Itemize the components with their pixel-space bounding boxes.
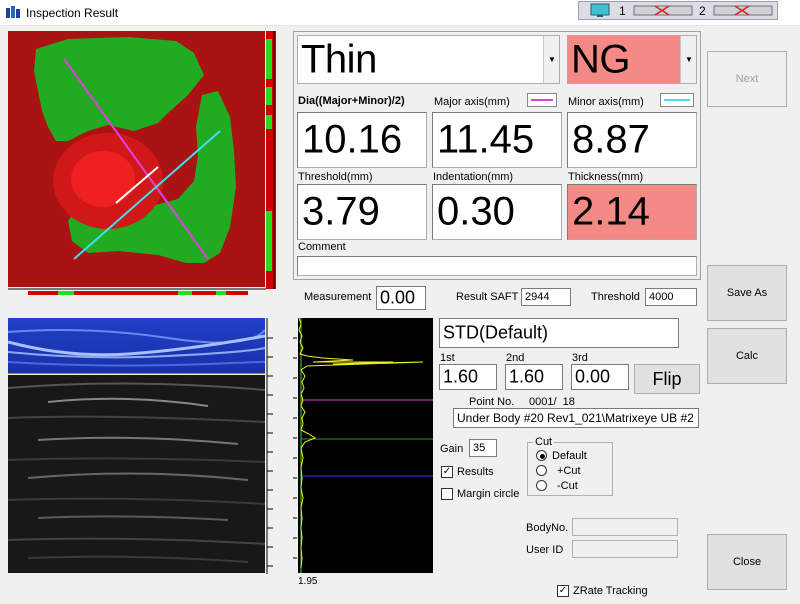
dia-field: 10.16: [297, 112, 427, 168]
chevron-down-icon[interactable]: ▼: [680, 36, 696, 83]
profile-value: STD(Default): [443, 322, 549, 343]
second-echo-value: 1.60: [509, 366, 545, 387]
results-label: Results: [457, 466, 494, 478]
category-select[interactable]: Thin ▼: [297, 35, 560, 84]
minor-axis-value: 8.87: [572, 117, 650, 162]
window-title: Inspection Result: [26, 6, 119, 20]
user-id-label: User ID: [526, 544, 564, 556]
measurement-value: 0.00: [380, 287, 416, 308]
point-path-field: Under Body #20 Rev1_021\Matrixeye UB #2: [453, 408, 699, 428]
cscan-horizontal-scale: [8, 288, 266, 295]
threshold-mm-label: Threshold(mm): [298, 171, 373, 183]
cut-group: [527, 442, 613, 496]
cut-default-radio[interactable]: [536, 450, 547, 461]
threshold-value: 4000: [649, 291, 674, 303]
cut-default-label: Default: [552, 450, 587, 462]
margin-circle-label: Margin circle: [457, 488, 520, 500]
cscan-image[interactable]: [8, 31, 265, 287]
cut-group-title: Cut: [533, 436, 555, 448]
threshold-label: Threshold: [591, 291, 640, 303]
first-echo-input[interactable]: 1.60: [439, 364, 497, 390]
channel-toolbar[interactable]: 1 2: [578, 1, 778, 20]
bscan-depth-scale: [266, 318, 273, 574]
point-path-value: Under Body #20 Rev1_021\Matrixeye UB #2: [457, 411, 694, 425]
channel-1-disabled-icon[interactable]: [633, 4, 693, 17]
second-echo-input[interactable]: 1.60: [505, 364, 563, 390]
result-saft-value: 2944: [525, 291, 550, 303]
results-checkbox[interactable]: ✓: [441, 466, 453, 478]
gain-input[interactable]: 35: [469, 439, 497, 457]
calc-button[interactable]: Calc: [707, 328, 787, 384]
first-echo-label: 1st: [440, 352, 455, 364]
body-no-field: [572, 518, 678, 536]
indentation-field: 0.30: [432, 184, 562, 240]
close-button[interactable]: Close: [707, 534, 787, 590]
channel-1-label: 1: [619, 4, 626, 18]
indentation-label: Indentation(mm): [433, 171, 514, 183]
app-icon: [6, 6, 20, 18]
signal-scale-label: 1.95: [298, 576, 318, 587]
thickness-label: Thickness(mm): [568, 171, 644, 183]
cut-minus-radio[interactable]: [536, 480, 547, 491]
thickness-value: 2.14: [572, 189, 650, 234]
cut-plus-radio[interactable]: [536, 465, 547, 476]
zrate-tracking-checkbox[interactable]: ✓: [557, 585, 569, 597]
dia-value: 10.16: [302, 117, 403, 162]
threshold-field: 4000: [645, 288, 697, 306]
channel-2-label: 2: [699, 4, 706, 18]
judgement-select[interactable]: NG ▼: [567, 35, 697, 84]
zrate-tracking-label: ZRate Tracking: [573, 585, 648, 597]
point-no-label: Point No.: [469, 396, 515, 408]
indentation-value: 0.30: [437, 189, 515, 234]
threshold-mm-field: 3.79: [297, 184, 427, 240]
category-value: Thin: [301, 37, 377, 81]
second-echo-label: 2nd: [506, 352, 525, 364]
result-saft-field: 2944: [521, 288, 571, 306]
first-echo-value: 1.60: [443, 366, 479, 387]
minor-axis-field: 8.87: [567, 112, 697, 168]
major-axis-value: 11.45: [437, 117, 535, 162]
flip-button[interactable]: Flip: [634, 364, 700, 394]
third-echo-input[interactable]: 0.00: [571, 364, 629, 390]
dia-label: Dia((Major+Minor)/2): [298, 95, 405, 107]
thickness-field: 2.14: [567, 184, 697, 240]
chevron-down-icon[interactable]: ▼: [543, 36, 559, 83]
margin-circle-checkbox[interactable]: [441, 488, 453, 500]
body-no-label: BodyNo.: [526, 522, 569, 534]
cut-plus-label: +Cut: [557, 465, 581, 477]
measurement-label: Measurement: [304, 291, 372, 303]
judgement-value: NG: [571, 37, 631, 81]
monitor-icon[interactable]: [589, 3, 611, 18]
comment-label: Comment: [298, 241, 346, 253]
cut-minus-label: -Cut: [557, 480, 578, 492]
third-echo-label: 3rd: [572, 352, 588, 364]
gain-value: 35: [473, 442, 486, 454]
minor-axis-label: Minor axis(mm): [568, 96, 644, 108]
user-id-field: [572, 540, 678, 558]
cscan-vertical-scale: [266, 31, 276, 289]
point-no-value: 0001/ 18: [529, 396, 575, 408]
result-saft-label: Result SAFT: [456, 291, 519, 303]
comment-input[interactable]: [297, 256, 697, 276]
channel-2-disabled-icon[interactable]: [713, 4, 773, 17]
next-button[interactable]: Next: [707, 51, 787, 107]
gain-label: Gain: [440, 443, 464, 455]
major-axis-field: 11.45: [432, 112, 562, 168]
major-axis-color-swatch: [527, 93, 557, 107]
major-axis-label: Major axis(mm): [434, 96, 510, 108]
threshold-mm-value: 3.79: [302, 189, 380, 234]
save-as-button[interactable]: Save As: [707, 265, 787, 321]
bscan-image[interactable]: [8, 318, 265, 573]
profile-field[interactable]: STD(Default): [439, 318, 679, 348]
ascan-signal[interactable]: [293, 318, 433, 573]
minor-axis-color-swatch: [660, 93, 694, 107]
measurement-field: 0.00: [376, 286, 426, 310]
third-echo-value: 0.00: [575, 366, 611, 387]
